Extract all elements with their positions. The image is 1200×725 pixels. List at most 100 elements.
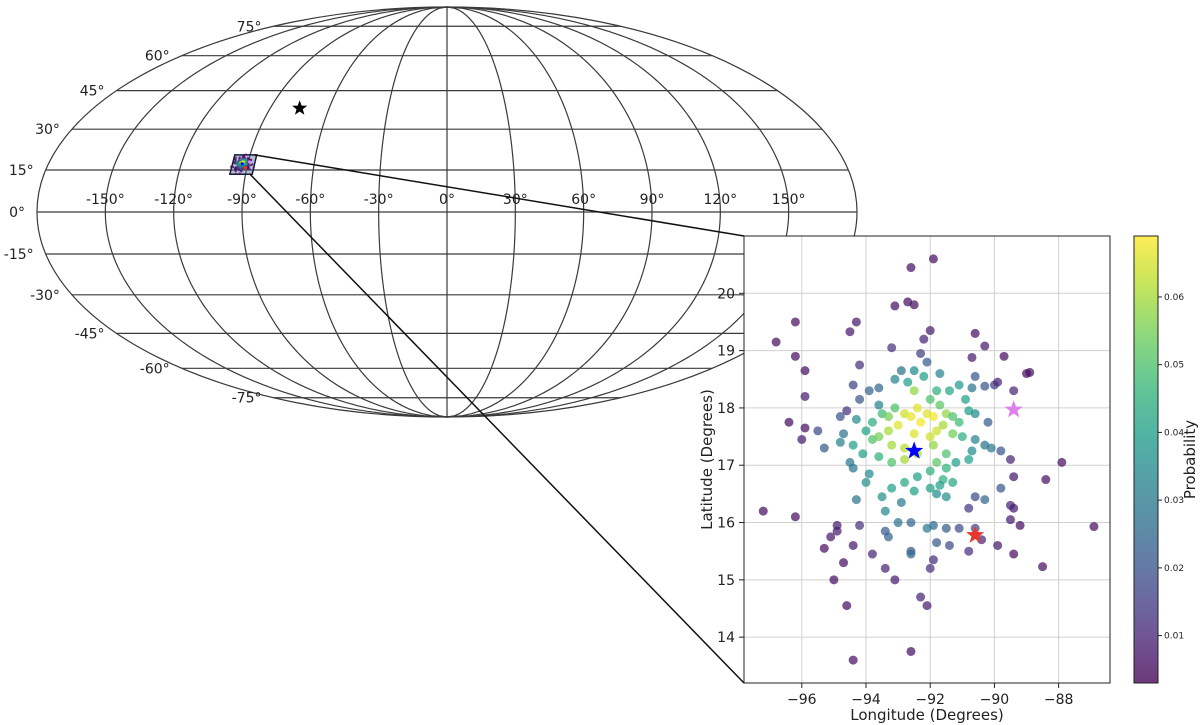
scatter-point xyxy=(861,426,871,436)
map-region-dot xyxy=(229,165,233,168)
scatter-point xyxy=(928,412,938,422)
scatter-point xyxy=(961,394,971,404)
scatter-point xyxy=(948,429,958,439)
y-tick-label: 14 xyxy=(717,630,735,646)
scatter-point xyxy=(874,383,884,393)
scatter-point xyxy=(935,369,945,379)
scatter-point xyxy=(996,446,1006,456)
scatter-point xyxy=(951,457,961,467)
scatter-point xyxy=(890,575,900,585)
x-tick-label: −90 xyxy=(980,692,1010,708)
map-region-dot xyxy=(244,153,248,156)
map-region-star xyxy=(243,166,248,170)
lon-tick-label: 150° xyxy=(772,192,806,208)
scatter-point xyxy=(935,480,945,490)
scatter-point xyxy=(839,429,849,439)
lat-tick-label: -30° xyxy=(30,288,60,304)
colorbar-tick-label: 0.06 xyxy=(1164,293,1184,303)
map-region-dot xyxy=(248,168,251,171)
map-region-dot xyxy=(238,172,241,175)
scatter-point xyxy=(896,366,906,376)
scatter-point xyxy=(928,555,938,565)
scatter-point xyxy=(922,523,932,533)
scatter-point xyxy=(758,506,768,516)
scatter-point xyxy=(970,409,980,419)
lat-tick-label: 45° xyxy=(80,84,105,100)
x-tick-label: −92 xyxy=(915,692,945,708)
scatter-point xyxy=(1005,455,1015,464)
scatter-point xyxy=(893,420,903,430)
scatter-point xyxy=(906,646,916,656)
scatter-point xyxy=(829,575,839,585)
scatter-point xyxy=(932,538,942,548)
scatter-point xyxy=(919,371,929,381)
scatter-point xyxy=(977,535,987,545)
scatter-point xyxy=(928,254,938,264)
lon-tick-label: -150° xyxy=(86,192,125,208)
map-region-dot xyxy=(234,170,237,173)
scatter-point xyxy=(909,486,919,496)
scatter-point xyxy=(887,483,897,493)
probability-colorbar: 0.01 0.02 0.03 0.04 0.05 0.06 Probability xyxy=(1133,235,1199,684)
scatter-point xyxy=(925,326,935,336)
scatter-point xyxy=(954,380,964,390)
scatter-point xyxy=(941,492,951,502)
scatter-point xyxy=(944,386,954,396)
scatter-point xyxy=(1089,522,1099,532)
scatter-point xyxy=(855,394,865,404)
scatter-point xyxy=(941,463,951,473)
scatter-point xyxy=(893,518,903,528)
y-tick-label: 18 xyxy=(717,401,735,417)
scatter-point xyxy=(925,432,935,442)
colorbar-label: Probability xyxy=(1181,420,1199,499)
scatter-point xyxy=(919,334,929,344)
scatter-point xyxy=(877,492,887,502)
scatter-point xyxy=(1025,367,1035,377)
map-star-marker xyxy=(292,100,308,115)
scatter-point xyxy=(800,423,810,433)
mollweide-sky-map: -150° -120° -90° -60° -30° 0° 30° 60° 90° 120° 150… xyxy=(4,6,858,418)
scatter-point xyxy=(1041,475,1051,485)
scatter-point xyxy=(964,546,974,556)
y-axis-label: Latitude (Degrees) xyxy=(698,389,716,530)
scatter-point xyxy=(944,540,954,550)
connector-line-bottom xyxy=(249,173,745,684)
scatter-point xyxy=(867,417,877,427)
scatter-point xyxy=(855,520,865,530)
scatter-point xyxy=(819,543,829,553)
scatter-point xyxy=(996,483,1006,493)
map-region-dot xyxy=(240,170,243,173)
scatter-point xyxy=(909,366,919,376)
scatter-point xyxy=(800,366,810,376)
scatter-point xyxy=(790,351,800,361)
scatter-point xyxy=(909,386,919,396)
y-tick-label: 16 xyxy=(717,516,735,532)
lon-tick-label: -120° xyxy=(154,192,193,208)
lon-tick-label: -30° xyxy=(364,192,394,208)
x-tick-label: −88 xyxy=(1044,692,1074,708)
scatter-point xyxy=(922,601,932,611)
scatter-point xyxy=(864,469,874,479)
scatter-point xyxy=(883,426,893,436)
scatter-star-marker xyxy=(1004,400,1023,418)
scatter-point xyxy=(848,655,858,665)
scatter-point xyxy=(916,417,926,427)
scatter-point xyxy=(842,406,852,416)
scatter-point xyxy=(887,343,897,353)
scatter-point xyxy=(771,337,781,347)
scatter-point xyxy=(813,426,823,436)
scatter-point xyxy=(925,466,935,476)
scatter-point xyxy=(925,483,935,493)
scatter-point xyxy=(932,489,942,499)
scatter-point xyxy=(864,386,874,396)
scatter-point xyxy=(932,386,942,396)
scatter-point xyxy=(967,383,977,393)
scatter-point xyxy=(935,400,945,410)
scatter-point xyxy=(874,452,884,462)
scatter-point xyxy=(1038,562,1048,572)
scatter-point xyxy=(874,400,884,410)
lon-tick-label: 60° xyxy=(571,192,596,208)
scatter-point xyxy=(880,563,890,573)
lon-tick-label: 0° xyxy=(439,192,455,208)
